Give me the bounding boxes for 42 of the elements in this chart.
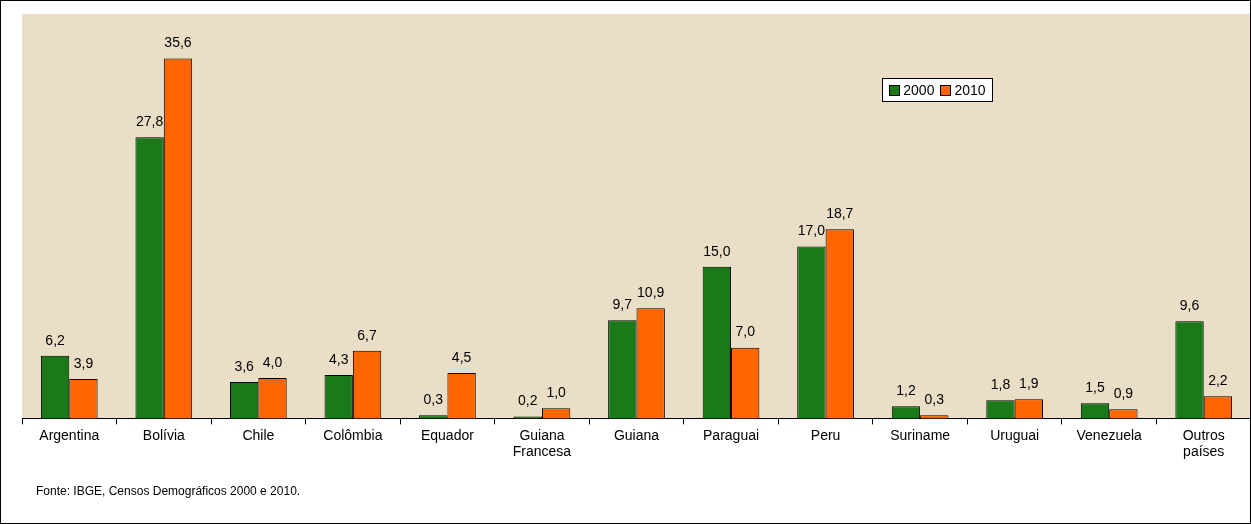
data-label: 27,8: [136, 113, 164, 130]
x-tick-label: Argentina: [39, 426, 100, 443]
data-label: 9,6: [1179, 297, 1200, 314]
data-label: 1,2: [896, 382, 916, 399]
data-label: 1,9: [1019, 375, 1039, 392]
data-label: 3,9: [73, 354, 94, 371]
data-label: 4,0: [262, 353, 283, 370]
x-tick-label: Suriname: [890, 426, 951, 443]
data-label: 10,9: [637, 284, 665, 301]
data-label: 0,3: [924, 391, 945, 408]
x-tick-label: Peru: [810, 426, 841, 443]
data-label: 3,6: [234, 357, 255, 374]
data-label: 17,0: [797, 222, 826, 239]
x-tick-label: Outros países: [1182, 426, 1225, 460]
x-tick-label: Equador: [420, 426, 475, 443]
x-tick-label: Guiana Francesa: [512, 426, 572, 460]
data-label: 9,7: [612, 296, 633, 313]
data-label: 0,2: [518, 392, 538, 409]
data-label: 6,7: [357, 326, 378, 343]
data-label: 0,9: [1113, 385, 1134, 402]
data-label: 35,6: [164, 34, 192, 51]
x-tick-label: Uruguai: [990, 426, 1040, 443]
data-label: 18,7: [826, 205, 854, 222]
data-label: 1,5: [1085, 379, 1105, 396]
x-tick-label: Guiana: [613, 426, 660, 443]
data-label: 0,3: [423, 391, 444, 408]
data-label: 1,8: [990, 376, 1011, 393]
x-tick-label: Chile: [242, 426, 275, 443]
legend-label: 2010: [954, 82, 986, 98]
data-label: 2,2: [1208, 372, 1228, 389]
data-label: 4,3: [328, 350, 349, 367]
source-note: Fonte: IBGE, Censos Demográficos 2000 e 2010.: [36, 484, 301, 499]
x-tick-label: Paraguai: [703, 426, 760, 443]
data-label: 1,0: [546, 384, 567, 401]
x-tick-label: Colômbia: [323, 426, 383, 443]
data-label: 15,0: [703, 242, 731, 259]
legend-label: 2000: [903, 82, 935, 98]
data-label: 6,2: [45, 331, 66, 348]
x-tick-label: Bolívia: [142, 426, 186, 443]
data-label: 7,0: [735, 323, 756, 340]
data-label: 4,5: [451, 348, 472, 365]
x-tick-label: Venezuela: [1076, 426, 1143, 443]
